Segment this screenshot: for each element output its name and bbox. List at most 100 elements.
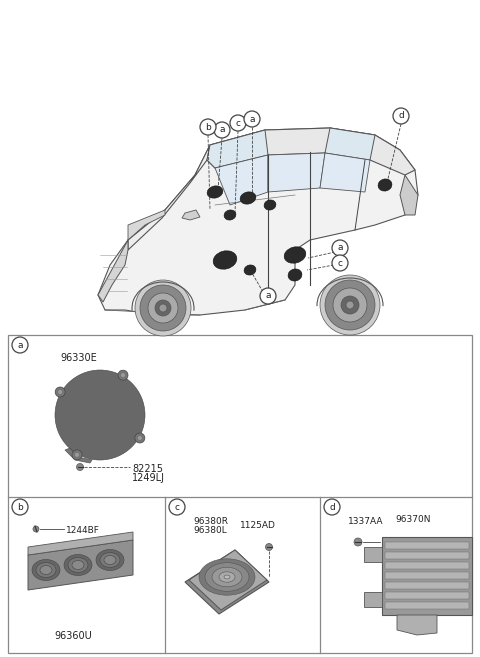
Circle shape [55, 387, 65, 397]
Circle shape [72, 450, 82, 460]
Circle shape [200, 119, 216, 135]
Circle shape [12, 337, 28, 353]
Ellipse shape [104, 556, 116, 564]
Text: a: a [17, 340, 23, 350]
FancyBboxPatch shape [382, 537, 472, 615]
Polygon shape [98, 128, 418, 315]
Polygon shape [207, 128, 415, 175]
Circle shape [96, 411, 104, 419]
Polygon shape [364, 592, 382, 607]
Ellipse shape [288, 269, 302, 281]
Circle shape [12, 499, 28, 515]
Ellipse shape [68, 558, 88, 572]
Polygon shape [28, 540, 133, 590]
Circle shape [120, 373, 125, 378]
Text: a: a [265, 292, 271, 300]
Polygon shape [28, 532, 133, 555]
Ellipse shape [96, 549, 124, 570]
Circle shape [393, 108, 409, 124]
Text: a: a [219, 125, 225, 135]
Circle shape [325, 280, 375, 330]
Circle shape [78, 393, 122, 437]
Polygon shape [182, 210, 200, 220]
Circle shape [341, 296, 359, 314]
Bar [385, 562, 469, 569]
Circle shape [86, 401, 114, 429]
Circle shape [324, 499, 340, 515]
Bar [8, 335, 472, 653]
Circle shape [333, 288, 367, 322]
Text: a: a [249, 114, 255, 124]
Bar [385, 572, 469, 579]
Circle shape [346, 301, 354, 309]
Polygon shape [128, 145, 210, 250]
Text: 1249LJ: 1249LJ [132, 473, 165, 483]
Bar [385, 602, 469, 609]
Polygon shape [185, 550, 269, 614]
Circle shape [148, 293, 178, 323]
Bar [385, 542, 469, 549]
Polygon shape [207, 130, 268, 168]
Ellipse shape [212, 567, 242, 587]
Polygon shape [215, 155, 268, 205]
Text: d: d [329, 503, 335, 512]
Ellipse shape [284, 247, 306, 263]
Text: 96370N: 96370N [395, 515, 431, 524]
Ellipse shape [64, 555, 92, 576]
Polygon shape [320, 153, 370, 192]
Ellipse shape [40, 566, 52, 574]
Circle shape [118, 370, 128, 380]
Polygon shape [98, 240, 128, 302]
Ellipse shape [264, 200, 276, 210]
Ellipse shape [219, 572, 235, 582]
Circle shape [230, 115, 246, 131]
Bar [385, 552, 469, 559]
Circle shape [354, 538, 362, 546]
Ellipse shape [100, 553, 120, 568]
Circle shape [332, 240, 348, 256]
Bar [385, 582, 469, 589]
Circle shape [74, 452, 80, 457]
Polygon shape [128, 210, 165, 240]
Text: c: c [175, 503, 180, 512]
Circle shape [137, 436, 143, 440]
Circle shape [159, 304, 167, 312]
Circle shape [140, 285, 186, 331]
Circle shape [320, 275, 380, 335]
Text: b: b [205, 122, 211, 131]
Ellipse shape [224, 210, 236, 220]
Ellipse shape [36, 562, 56, 578]
Circle shape [70, 385, 130, 445]
Ellipse shape [72, 560, 84, 570]
Text: 96360U: 96360U [54, 631, 92, 641]
Polygon shape [325, 128, 375, 160]
Circle shape [214, 122, 230, 138]
Text: c: c [337, 258, 343, 267]
Bar [385, 592, 469, 599]
Text: 96380L: 96380L [193, 526, 227, 535]
Polygon shape [65, 448, 92, 463]
Ellipse shape [213, 251, 237, 269]
Circle shape [98, 413, 102, 417]
Polygon shape [189, 550, 267, 610]
Circle shape [244, 111, 260, 127]
Text: 1244BF: 1244BF [66, 526, 100, 535]
Ellipse shape [240, 192, 256, 204]
Ellipse shape [224, 575, 230, 579]
Circle shape [265, 543, 273, 551]
Text: d: d [398, 112, 404, 120]
Circle shape [260, 288, 276, 304]
Text: b: b [17, 503, 23, 512]
Text: a: a [337, 244, 343, 252]
Text: 1125AD: 1125AD [240, 521, 276, 530]
Circle shape [155, 300, 171, 316]
Text: c: c [236, 118, 240, 127]
Circle shape [58, 390, 63, 394]
Circle shape [55, 370, 145, 460]
Circle shape [135, 280, 191, 336]
Ellipse shape [207, 186, 223, 198]
Circle shape [169, 499, 185, 515]
Text: 1337AA: 1337AA [348, 517, 384, 526]
Polygon shape [397, 615, 437, 635]
Circle shape [33, 526, 39, 532]
